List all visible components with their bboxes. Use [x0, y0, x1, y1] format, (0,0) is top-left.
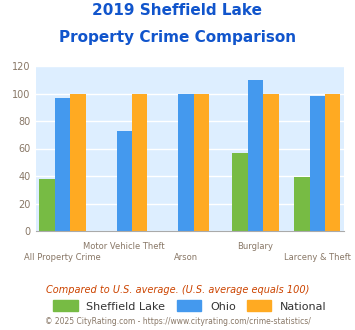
- Bar: [294, 178, 310, 231]
- Bar: [248, 80, 263, 231]
- Bar: [132, 93, 147, 231]
- Text: Motor Vehicle Theft: Motor Vehicle Theft: [83, 242, 165, 251]
- Bar: [325, 93, 340, 231]
- Bar: [55, 98, 70, 231]
- Bar: [263, 93, 279, 231]
- Text: Burglary: Burglary: [237, 242, 274, 251]
- Bar: [39, 179, 55, 231]
- Text: Arson: Arson: [174, 253, 198, 262]
- Bar: [233, 152, 248, 231]
- Text: Larceny & Theft: Larceny & Theft: [284, 253, 351, 262]
- Text: Property Crime Comparison: Property Crime Comparison: [59, 30, 296, 45]
- Bar: [116, 131, 132, 231]
- Bar: [310, 96, 325, 231]
- Bar: [178, 93, 194, 231]
- Legend: Sheffield Lake, Ohio, National: Sheffield Lake, Ohio, National: [49, 296, 331, 316]
- Text: All Property Crime: All Property Crime: [24, 253, 101, 262]
- Text: Compared to U.S. average. (U.S. average equals 100): Compared to U.S. average. (U.S. average …: [46, 285, 309, 295]
- Bar: [70, 93, 86, 231]
- Text: 2019 Sheffield Lake: 2019 Sheffield Lake: [93, 3, 262, 18]
- Bar: [194, 93, 209, 231]
- Text: © 2025 CityRating.com - https://www.cityrating.com/crime-statistics/: © 2025 CityRating.com - https://www.city…: [45, 317, 310, 326]
